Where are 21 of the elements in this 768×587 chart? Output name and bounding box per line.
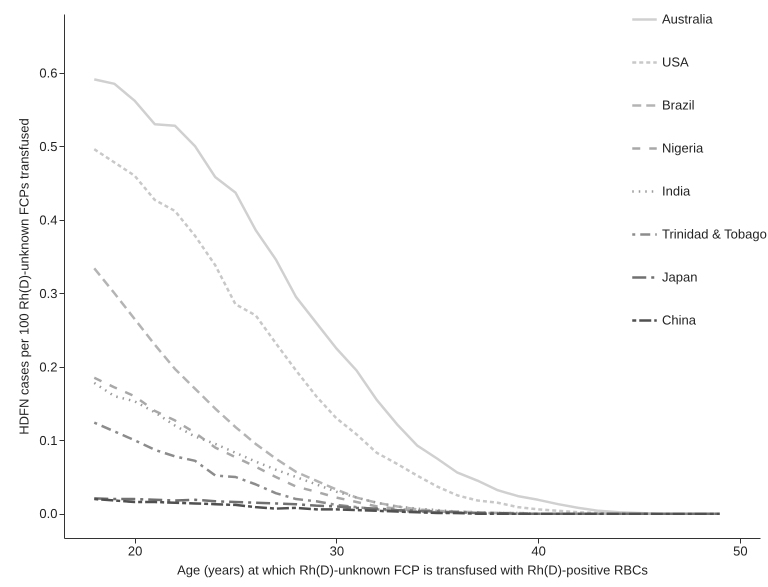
- y-tick-label: 0.6: [39, 65, 58, 80]
- y-axis-title: HDFN cases per 100 Rh(D)-unknown FCPs transfused: [16, 118, 32, 435]
- x-tick-label: 30: [330, 544, 344, 558]
- legend-label: Trinidad & Tobago: [662, 226, 767, 242]
- legend-label: India: [662, 184, 691, 198]
- y-tick-label: 0.4: [39, 212, 58, 228]
- y-tick-label: 0.5: [39, 138, 58, 154]
- x-tick-label: 20: [128, 544, 142, 558]
- x-tick-label: 50: [733, 544, 748, 558]
- y-tick-label: 0.1: [39, 432, 58, 448]
- y-tick-label: 0.2: [39, 359, 58, 374]
- legend-label: Australia: [662, 12, 714, 26]
- legend-label: Japan: [662, 270, 698, 284]
- x-tick-label: 40: [531, 544, 546, 558]
- legend-label: Brazil: [662, 98, 695, 112]
- legend-label: China: [662, 312, 697, 328]
- y-tick-label: 0.3: [39, 286, 58, 301]
- legend-label: USA: [662, 54, 690, 70]
- y-tick-label: 0.0: [39, 506, 58, 522]
- x-axis-title: Age (years) at which Rh(D)-unknown FCP is transfused with Rh(D)-positive RBCs: [177, 562, 648, 578]
- legend-label: Nigeria: [662, 140, 704, 156]
